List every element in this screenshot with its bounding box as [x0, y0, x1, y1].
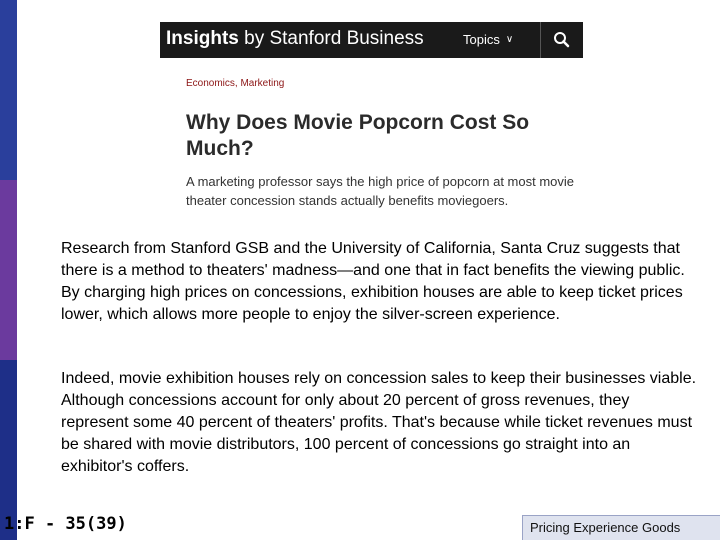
article-screenshot: Insights by Stanford Business Topics ∨ E…	[160, 22, 585, 212]
body-paragraph-1: Research from Stanford GSB and the Unive…	[61, 240, 685, 323]
section-label: Pricing Experience Goods	[530, 520, 681, 535]
site-header: Insights by Stanford Business Topics ∨	[160, 22, 583, 58]
topics-label: Topics	[463, 32, 500, 47]
site-logo[interactable]: Insights by Stanford Business	[166, 28, 424, 50]
section-footer: Pricing Experience Goods	[522, 515, 720, 540]
side-accent-bar-top	[0, 0, 17, 180]
topics-menu[interactable]: Topics ∨	[463, 32, 513, 47]
slide-number: 1:F - 35(39)	[4, 514, 127, 534]
side-accent-bar-bottom	[0, 360, 17, 540]
article-categories[interactable]: Economics, Marketing	[186, 78, 285, 89]
brand-name-bold: Insights	[166, 28, 239, 49]
search-icon	[554, 32, 570, 48]
chevron-down-icon: ∨	[505, 34, 514, 45]
article-dek: A marketing professor says the high pric…	[186, 174, 575, 208]
header-divider	[540, 22, 541, 58]
article-headline: Why Does Movie Popcorn Cost So Much?	[186, 111, 530, 160]
side-accent-bar-middle	[0, 180, 17, 360]
search-button[interactable]	[551, 30, 573, 50]
body-paragraph-2: Indeed, movie exhibition houses rely on …	[61, 370, 697, 475]
brand-name-rest: by Stanford Business	[238, 28, 424, 49]
